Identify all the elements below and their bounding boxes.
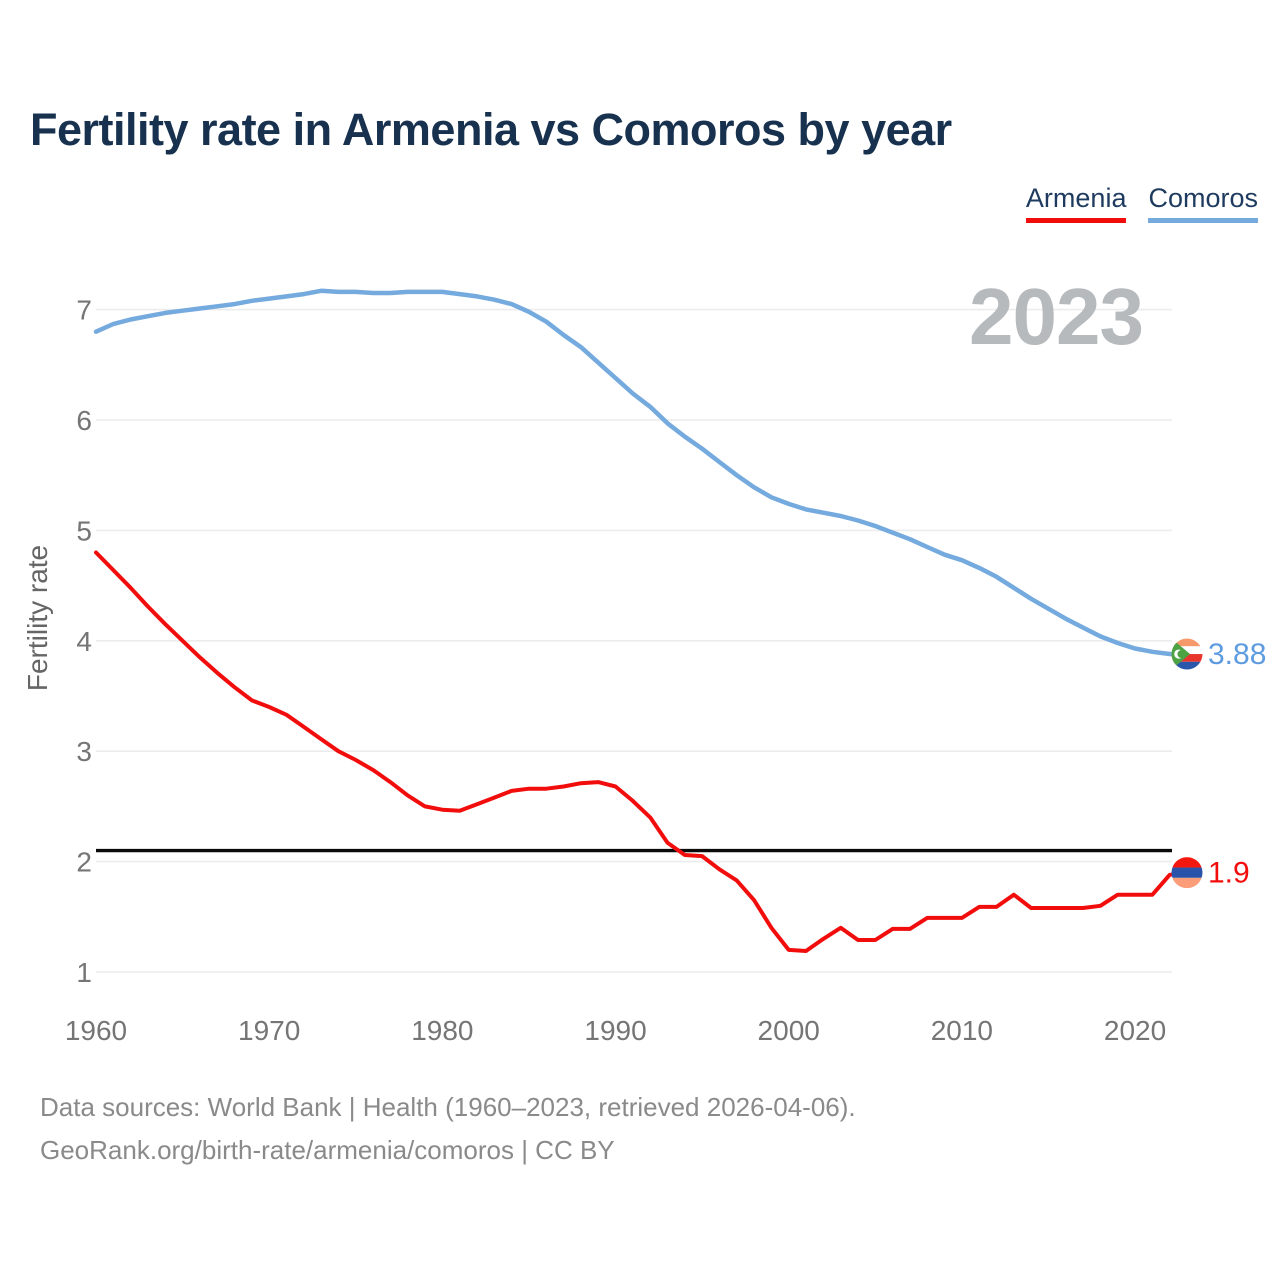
legend: Armenia Comoros xyxy=(1025,183,1258,223)
legend-item-armenia[interactable]: Armenia xyxy=(1025,183,1127,223)
x-tick-1970: 1970 xyxy=(238,1015,300,1046)
y-tick-1: 1 xyxy=(76,957,92,988)
x-tick-1960: 1960 xyxy=(65,1015,127,1046)
y-axis-tick-labels: 1 2 3 4 5 6 7 xyxy=(76,295,92,988)
y-tick-3: 3 xyxy=(76,736,92,767)
year-watermark: 2023 xyxy=(969,272,1143,361)
comoros-color-swatch xyxy=(1148,218,1258,223)
y-tick-5: 5 xyxy=(76,515,92,546)
comoros-line xyxy=(93,288,1190,657)
comoros-end-value: 3.88 xyxy=(1208,638,1266,671)
license-line: GeoRank.org/birth-rate/armenia/comoros |… xyxy=(40,1134,615,1165)
y-tick-6: 6 xyxy=(76,405,92,436)
armenia-color-swatch xyxy=(1025,218,1127,223)
legend-label-armenia: Armenia xyxy=(1025,183,1127,213)
x-axis-tick-labels: 1960 1970 1980 1990 2000 2010 2020 xyxy=(65,1015,1166,1046)
x-tick-1990: 1990 xyxy=(584,1015,646,1046)
armenia-flag-icon xyxy=(1171,857,1203,889)
legend-label-comoros: Comoros xyxy=(1148,183,1258,213)
x-tick-1980: 1980 xyxy=(411,1015,473,1046)
armenia-line xyxy=(94,550,1189,953)
attribution-footer: Data sources: World Bank | Health (1960–… xyxy=(40,1086,856,1172)
y-tick-2: 2 xyxy=(76,847,92,878)
legend-item-comoros[interactable]: Comoros xyxy=(1148,185,1258,223)
data-source-line: Data sources: World Bank | Health (1960–… xyxy=(40,1092,856,1122)
x-tick-2020: 2020 xyxy=(1104,1015,1166,1046)
gridlines xyxy=(96,308,1172,973)
x-tick-2010: 2010 xyxy=(931,1015,993,1046)
y-tick-7: 7 xyxy=(76,295,92,326)
comoros-flag-icon xyxy=(1171,638,1203,670)
page-title: Fertility rate in Armenia vs Comoros by … xyxy=(30,104,952,155)
x-tick-2000: 2000 xyxy=(758,1015,820,1046)
armenia-end-value: 1.9 xyxy=(1208,857,1250,890)
y-axis-title: Fertility rate xyxy=(22,545,53,691)
y-tick-4: 4 xyxy=(76,626,92,657)
